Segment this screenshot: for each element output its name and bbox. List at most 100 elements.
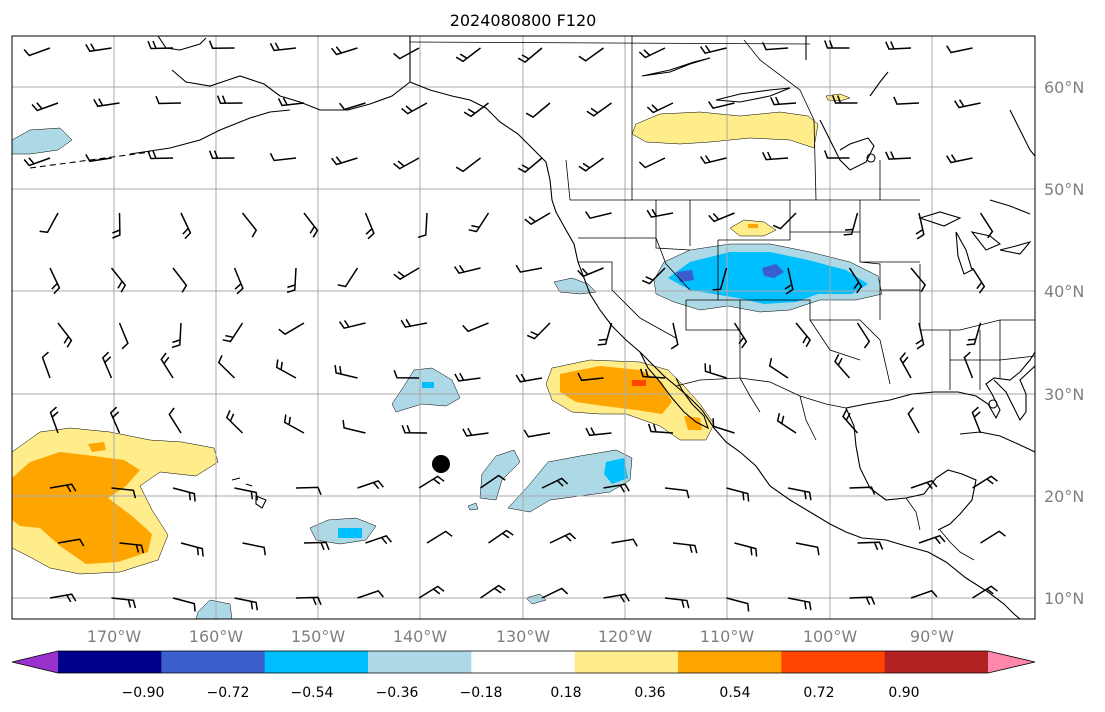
lon-label: 130°W	[496, 627, 551, 646]
wind-barb	[337, 267, 359, 288]
wind-barb	[393, 47, 420, 60]
colorbar-swatch	[884, 651, 989, 673]
anomaly-negative-south-edge	[195, 599, 233, 619]
lon-label: 100°W	[803, 627, 858, 646]
wind-barb	[357, 590, 384, 599]
colorbar-swatch	[574, 651, 679, 673]
wind-barb	[462, 322, 489, 333]
wind-barb	[111, 597, 137, 609]
lat-label: 40°N	[1044, 282, 1084, 301]
wind-barb	[57, 538, 85, 547]
wind-barb	[597, 322, 613, 346]
wind-barb	[401, 102, 428, 115]
wind-barb	[101, 351, 113, 379]
wind-barb	[762, 151, 789, 161]
wind-barb	[638, 47, 666, 59]
coastlines	[29, 36, 1035, 619]
wind-barb	[23, 157, 51, 167]
wind-barb	[646, 208, 674, 218]
wind-barb	[454, 372, 481, 382]
coast-labrador	[869, 71, 1035, 215]
wind-barb	[517, 157, 543, 174]
wind-barb	[111, 487, 137, 499]
wind-barb	[118, 322, 129, 350]
wind-barb	[946, 154, 973, 164]
wind-barb	[577, 267, 604, 278]
anomaly-negative-north-pacific	[391, 367, 461, 413]
wind-barb	[795, 322, 812, 348]
wind-barb	[726, 597, 750, 612]
coast-hawaii	[231, 477, 267, 509]
wind-barb	[401, 425, 428, 434]
coast-gulf-of-mexico	[845, 351, 1035, 420]
wind-barb	[277, 97, 305, 107]
wind-barb	[49, 483, 77, 493]
wind-barb	[849, 596, 876, 606]
anomaly-positive-canada	[631, 111, 819, 149]
anomaly-negative-great-basin-west	[676, 270, 694, 282]
colorbar-tick-label: −0.54	[291, 685, 334, 701]
storm-marker	[432, 455, 450, 473]
wind-barb	[515, 373, 543, 383]
colorbar-swatches	[11, 650, 1036, 674]
wind-barb	[31, 102, 59, 112]
wind-barb	[172, 487, 196, 502]
wind-barb	[39, 212, 59, 234]
wind-barb	[946, 45, 973, 54]
wind-barb	[515, 264, 543, 273]
wind-barb	[578, 47, 604, 62]
wind-barb	[41, 351, 51, 379]
wind-barb	[954, 99, 981, 109]
border-canada-provinces	[409, 36, 881, 201]
wind-barb	[286, 267, 297, 294]
wind-barb	[455, 47, 481, 63]
wind-barb	[283, 414, 305, 434]
coast-island-small	[866, 153, 876, 163]
lat-label: 30°N	[1044, 385, 1084, 404]
wind-barb	[638, 157, 666, 169]
wind-barb	[549, 532, 577, 544]
wind-barb	[584, 211, 612, 220]
colorbar-swatch	[161, 651, 266, 673]
lat-label: 50°N	[1044, 180, 1084, 199]
wind-barb	[664, 487, 690, 499]
wind-barb	[468, 212, 490, 233]
wind-barb	[453, 264, 481, 275]
wind-barb	[857, 541, 884, 551]
wind-barb	[331, 156, 358, 166]
wind-barb	[915, 212, 925, 240]
wind-barb	[842, 409, 859, 434]
coast-great-lakes	[918, 211, 1032, 275]
wind-barb	[295, 596, 322, 606]
wind-barb	[233, 267, 244, 295]
colorbar-extension-low	[12, 651, 58, 673]
wind-barb	[155, 95, 182, 105]
wind-barb	[712, 267, 728, 291]
wind-barb	[217, 354, 236, 379]
wind-barb	[541, 587, 569, 599]
wind-barb	[672, 542, 698, 554]
wind-barb	[147, 150, 174, 160]
wind-barb	[647, 423, 674, 434]
wind-barb	[517, 47, 543, 64]
colorbar-tick-label: 0.18	[550, 685, 581, 701]
wind-barb	[910, 589, 938, 599]
lon-label: 90°W	[910, 627, 954, 646]
wind-barb	[241, 212, 258, 238]
wind-barb	[577, 372, 604, 382]
colorbar-tick-label: 0.54	[719, 685, 750, 701]
wind-barb	[278, 322, 305, 336]
wind-barb	[980, 530, 1006, 544]
wind-barb	[578, 157, 604, 172]
map-frame	[11, 35, 1036, 620]
graticule	[12, 36, 1035, 619]
coast-north-america-west	[409, 36, 1021, 619]
coast-hudson-bay	[641, 36, 875, 171]
wind-barb	[49, 593, 77, 603]
wind-barb	[85, 154, 112, 163]
wind-barb	[49, 406, 59, 434]
lon-label: 140°W	[393, 627, 448, 646]
wind-barb	[418, 475, 445, 489]
wind-barb	[979, 212, 994, 239]
